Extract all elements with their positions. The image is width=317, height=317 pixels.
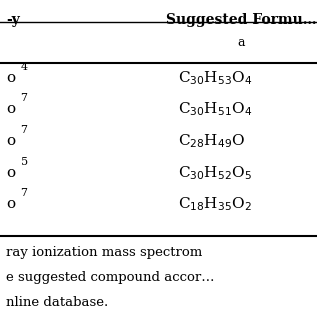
Text: o: o (6, 166, 16, 180)
Text: ray ionization mass spectrom: ray ionization mass spectrom (6, 246, 203, 259)
Text: o: o (6, 197, 16, 211)
Text: 7: 7 (21, 188, 28, 198)
Text: C$_{28}$H$_{49}$O: C$_{28}$H$_{49}$O (178, 132, 245, 150)
Text: o: o (6, 134, 16, 148)
Text: o: o (6, 102, 16, 116)
Text: a: a (237, 36, 245, 49)
Text: C$_{30}$H$_{53}$O$_4$: C$_{30}$H$_{53}$O$_4$ (178, 69, 252, 87)
Text: nline database.: nline database. (6, 296, 109, 309)
Text: C$_{30}$H$_{51}$O$_4$: C$_{30}$H$_{51}$O$_4$ (178, 100, 252, 118)
Text: e suggested compound accor…: e suggested compound accor… (6, 271, 215, 284)
Text: Suggested Formu…: Suggested Formu… (165, 13, 316, 27)
Text: -y: -y (6, 13, 20, 27)
Text: o: o (6, 71, 16, 85)
Text: C$_{18}$H$_{35}$O$_2$: C$_{18}$H$_{35}$O$_2$ (178, 196, 251, 213)
Text: C$_{30}$H$_{52}$O$_5$: C$_{30}$H$_{52}$O$_5$ (178, 164, 251, 182)
Text: 7: 7 (21, 93, 28, 103)
Text: 7: 7 (21, 125, 28, 135)
Text: 4: 4 (21, 61, 28, 72)
Text: 5: 5 (21, 157, 28, 167)
